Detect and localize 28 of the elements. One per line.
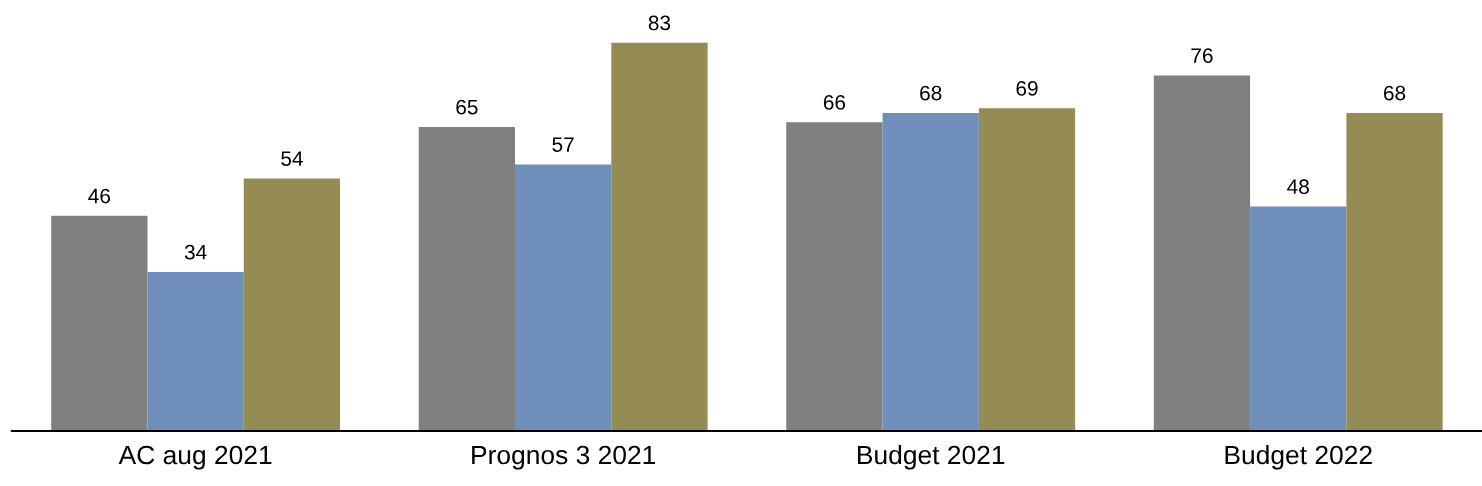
bar <box>51 215 148 432</box>
data-label: 68 <box>920 85 942 101</box>
data-label: 76 <box>1191 48 1213 64</box>
bar <box>515 164 612 432</box>
data-label: 54 <box>281 151 303 166</box>
data-label: 66 <box>823 95 846 110</box>
x-tick-label: Budget 2021 <box>858 444 1005 470</box>
bar <box>1153 75 1251 432</box>
bar <box>882 112 979 432</box>
bar <box>978 108 1076 432</box>
bar <box>243 178 341 432</box>
data-label: 34 <box>184 244 207 260</box>
data-label: 46 <box>88 188 110 204</box>
x-tick-label: Prognos 3 2021 <box>472 445 656 470</box>
data-label: 65 <box>456 99 478 115</box>
bar <box>786 122 883 432</box>
data-label: 68 <box>1384 85 1406 101</box>
data-label: 69 <box>1016 81 1038 96</box>
bar <box>1250 206 1347 432</box>
data-label: 48 <box>1287 179 1309 195</box>
x-tick-label: AC aug 2021 <box>118 445 272 470</box>
bar <box>418 126 516 432</box>
x-tick-label: Budget 2022 <box>1225 444 1372 470</box>
data-label: 83 <box>648 15 671 31</box>
bar <box>1346 112 1443 432</box>
bar <box>147 271 244 432</box>
bar <box>611 42 708 432</box>
data-label: 57 <box>552 137 574 152</box>
